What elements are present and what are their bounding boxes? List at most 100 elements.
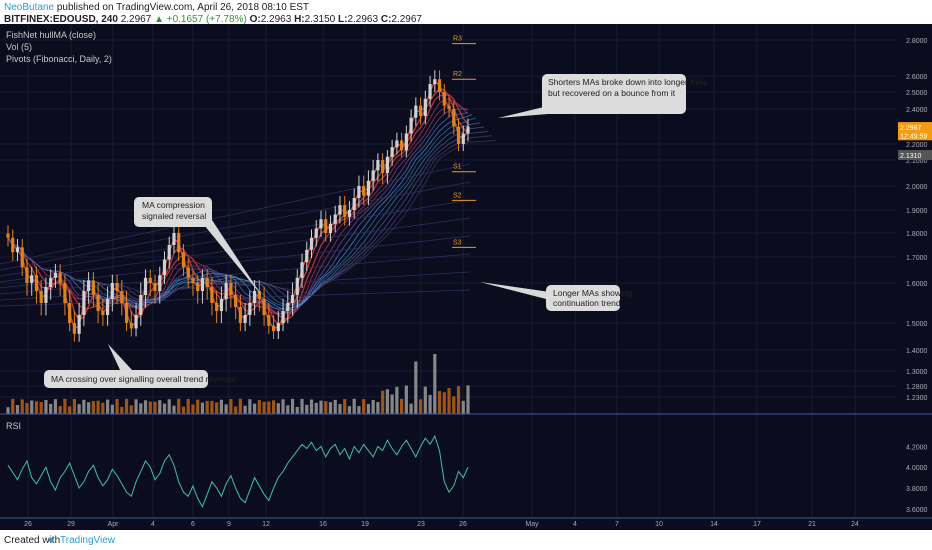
price-candles [6, 70, 470, 342]
volume-bar [295, 406, 299, 414]
candle-body [305, 249, 309, 263]
candle-body [252, 291, 257, 303]
volume-bar [319, 400, 323, 414]
volume-bar [262, 401, 266, 414]
candle-body [248, 303, 252, 315]
candle-body [101, 311, 105, 315]
volume-bar [414, 361, 418, 414]
symbol-name: BITFINEX:EDOUSD, 240 [4, 14, 118, 25]
rsi-axis[interactable]: 4.2000 4.0000 3.8000 3.6000 [906, 444, 928, 513]
close-label: C: [380, 14, 392, 25]
volume-bar [276, 403, 280, 414]
last-price: 2.2967 [120, 14, 152, 25]
candle-body [181, 252, 186, 268]
candle-body [234, 295, 238, 307]
candle-body [324, 219, 328, 233]
price-tick-label: 1.3000 [906, 369, 928, 376]
volume-bar [196, 399, 200, 414]
volume-bar [314, 402, 318, 414]
volume-bar [105, 399, 110, 414]
callout-box-1[interactable] [542, 74, 686, 114]
candle-body [177, 233, 181, 253]
callout-pointer-4 [108, 344, 132, 370]
volume-bar [456, 386, 461, 414]
volume-bar [309, 399, 314, 414]
rsi-line [7, 434, 469, 508]
candle-body [148, 277, 152, 283]
legend-pivots[interactable]: Pivots (Fibonacci, Daily, 2) [6, 54, 112, 64]
candle-body [63, 283, 67, 303]
volume-bar [139, 403, 143, 414]
candle-body [129, 323, 133, 329]
ma-line [7, 87, 469, 326]
time-tick-label: 16 [319, 521, 327, 528]
time-axis[interactable]: 26 29 Apr 4 6 9 12 16 19 23 26 May 4 7 10 14 17 21 24 [24, 521, 859, 528]
candle-body [309, 237, 314, 250]
symbol-info: BITFINEX:EDOUSD, 240 2.2967 ▲ +0.1657 (+… [4, 14, 422, 25]
candle-body [205, 277, 209, 287]
callout-text-4: MA crossing over signalling overall tren… [51, 374, 236, 384]
pivot-label: S2 [453, 192, 462, 199]
legend-volume[interactable]: Vol (5) [6, 42, 32, 52]
publish-info: NeoButane published on TradingView.com, … [4, 2, 309, 13]
callout-pointer-2 [200, 220, 262, 296]
chart-canvas[interactable]: R3 R2 S1 S2 S3 FishNet hullMA (close) Vol (5… [0, 24, 932, 530]
callout-box-3[interactable] [546, 285, 620, 311]
volume-bar [257, 400, 261, 414]
candle-body [30, 275, 34, 283]
volume-bar [229, 398, 233, 414]
candle-body [68, 303, 72, 323]
candle-body [385, 156, 389, 173]
price-axis[interactable]: 2.8000 2.6000 2.5000 2.4000 2.2000 2.1000 2.00… [906, 38, 928, 402]
candle-body [452, 109, 456, 127]
volume-bar [433, 354, 437, 414]
candle-body [20, 247, 24, 268]
volume-bar [248, 399, 252, 414]
candle-body [295, 277, 299, 295]
author-link[interactable]: NeoButane [4, 2, 55, 13]
time-tick-label: 24 [851, 521, 859, 528]
time-tick-label: 23 [417, 521, 425, 528]
price-tick-label: 1.2800 [906, 384, 928, 391]
volume-bar [158, 400, 162, 414]
candle-body [271, 325, 276, 332]
volume-bar [115, 398, 119, 414]
time-tick-label: Apr [108, 521, 120, 528]
callout-pointer-3 [480, 282, 550, 300]
candle-body [25, 267, 29, 283]
candle-body [328, 223, 333, 233]
volume-bar [58, 405, 62, 414]
candle-body [6, 233, 10, 238]
time-tick-label: 19 [361, 521, 369, 528]
volume-bar [15, 405, 20, 414]
rsi-tick-label: 3.8000 [906, 486, 928, 493]
candle-body [200, 277, 205, 291]
volume-bar [352, 398, 356, 414]
candle-body [357, 186, 361, 198]
candle-body [395, 140, 399, 148]
volume-bar [200, 402, 205, 414]
long-ma-line [0, 199, 471, 277]
callout-box-4[interactable] [44, 370, 208, 388]
volume-bar [343, 399, 347, 414]
callout-pointer-1 [498, 106, 548, 118]
volume-bar [338, 404, 342, 414]
volume-bar [110, 404, 114, 414]
candle-body [191, 277, 195, 283]
candle-body [215, 303, 219, 311]
volume-bar [271, 400, 276, 414]
callout-box-2[interactable] [134, 197, 212, 227]
created-with: Created with [4, 535, 61, 546]
time-tick-label: 4 [573, 521, 577, 528]
long-ma-line [0, 217, 471, 283]
candle-body [186, 267, 190, 278]
volume-bar [357, 406, 361, 414]
pivot-label: R2 [453, 71, 462, 78]
tradingview-link[interactable]: TradingView [60, 535, 116, 546]
open-value: 2.2963 [260, 14, 292, 25]
volume-bar [210, 400, 214, 414]
legend-hullma[interactable]: FishNet hullMA (close) [6, 30, 96, 40]
candle-body [39, 291, 43, 303]
candle-body [319, 219, 323, 229]
volume-bar [371, 399, 375, 414]
